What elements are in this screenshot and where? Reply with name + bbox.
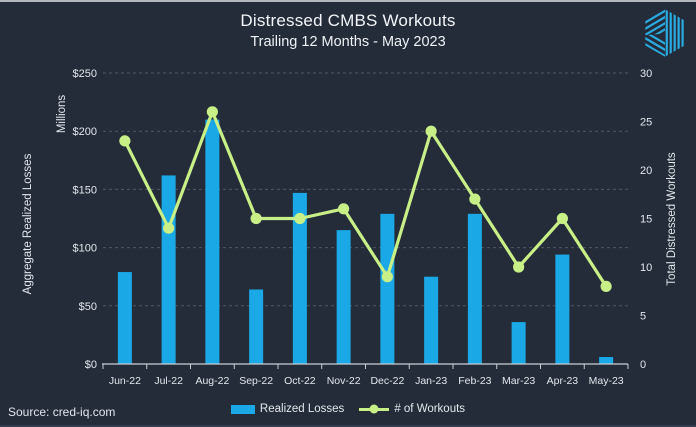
workouts-line [123, 110, 608, 288]
left-axis-tick-label: $100 [73, 243, 97, 255]
legend-label-workouts: # of Workouts [394, 403, 466, 415]
line-marker-Dec-22 [381, 271, 393, 283]
right-axis-tick-label: 10 [640, 262, 652, 274]
left-axis-tick-label: $150 [73, 184, 97, 196]
bar-Aug-22 [205, 119, 220, 364]
bar-Jan-23 [424, 276, 439, 364]
left-axis-tick-label: $200 [73, 126, 97, 138]
bar-Mar-23 [511, 322, 526, 364]
line-marker-Jul-22 [163, 222, 175, 234]
line-marker-Oct-22 [294, 212, 306, 225]
x-axis-label: Jun-22 [109, 375, 141, 387]
x-axis-label: Sep-22 [239, 375, 273, 387]
bar-Jul-22 [161, 175, 176, 364]
line-marker-Feb-23 [469, 193, 481, 205]
bar-Sep-22 [249, 289, 264, 364]
bar-May-23 [599, 357, 614, 364]
x-axis-label: Mar-23 [502, 375, 535, 387]
marker-dot-icon [369, 404, 379, 414]
left-axis-tick-label: $0 [85, 359, 97, 371]
line-marker-Jun-22 [119, 135, 131, 147]
x-axis-label: Oct-22 [284, 375, 316, 387]
legend-item-realized-losses: Realized Losses [230, 403, 345, 415]
x-axis-label: Jul-22 [154, 375, 183, 387]
cred-iq-logo-icon [645, 9, 684, 57]
x-axis-label: Aug-22 [195, 375, 229, 387]
bar-Feb-23 [467, 213, 482, 364]
right-axis-tick-label: 0 [640, 359, 646, 371]
x-axis-label: Nov-22 [327, 375, 361, 387]
x-axis-label: May-23 [589, 375, 624, 387]
line-marker-May-23 [600, 280, 612, 292]
right-axis-tick-label: 15 [640, 214, 652, 226]
bar-Apr-23 [555, 254, 570, 364]
line-marker-Apr-23 [556, 212, 568, 225]
right-axis-tick-label: 20 [640, 165, 652, 177]
bar-Oct-22 [292, 192, 307, 364]
left-axis-tick-label: $250 [73, 68, 97, 80]
right-axis-tick-label: 5 [640, 311, 646, 323]
line-marker-Mar-23 [513, 261, 525, 273]
left-axis-tick-label: $50 [79, 301, 97, 313]
right-axis-tick-label: 25 [640, 117, 652, 129]
bar-swatch-icon [230, 404, 255, 414]
legend-item-workouts: # of Workouts [359, 403, 465, 415]
logo-face-top-left [645, 9, 665, 36]
line-marker-swatch-icon [359, 404, 390, 414]
line-marker-Jan-23 [425, 125, 437, 137]
x-axis-label: Apr-23 [547, 375, 579, 387]
x-axis-label: Dec-22 [370, 375, 404, 387]
line-marker-Aug-22 [206, 106, 218, 118]
line-marker-Nov-22 [338, 203, 350, 215]
chart-subtitle: Trailing 12 Months - May 2023 [250, 34, 446, 50]
right-axis-tick-label: 30 [640, 68, 652, 80]
bar-Dec-22 [380, 213, 395, 364]
x-axis-label: Feb-23 [458, 375, 491, 387]
bar-Jun-22 [117, 272, 132, 364]
source-caption: Source: cred-iq.com [8, 405, 116, 419]
legend: Realized Losses # of Workouts [0, 403, 696, 415]
line-marker-Sep-22 [250, 212, 262, 225]
chart-title: Distressed CMBS Workouts [240, 11, 456, 30]
x-axis-label: Jan-23 [415, 375, 447, 387]
legend-label-realized-losses: Realized Losses [259, 403, 345, 415]
bar-Nov-22 [336, 230, 351, 364]
